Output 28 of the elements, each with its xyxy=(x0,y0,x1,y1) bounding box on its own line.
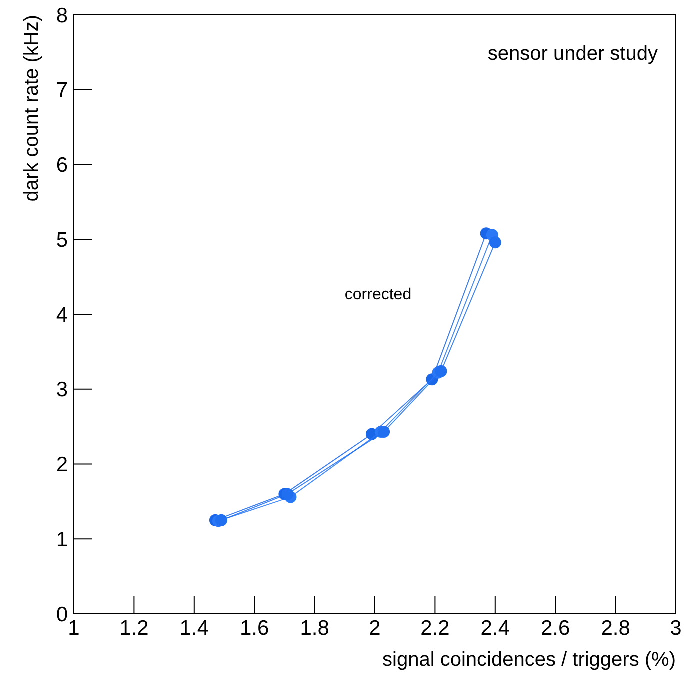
point xyxy=(435,365,448,378)
x-tick-label: 2.8 xyxy=(601,616,630,640)
point xyxy=(215,514,228,526)
y-tick-label: 4 xyxy=(56,304,68,327)
y-tick-label: 2 xyxy=(56,454,68,477)
x-tick-label: 1.2 xyxy=(120,616,149,640)
y-axis-title: dark count rate (kHz) xyxy=(21,15,43,202)
x-tick-label: 2 xyxy=(369,616,381,640)
x-tick-label: 1.8 xyxy=(300,616,330,640)
x-axis-title: signal coincidences / triggers (%) xyxy=(382,649,676,671)
x-tick-label: 3 xyxy=(670,616,682,640)
y-tick-label: 0 xyxy=(56,603,68,626)
point xyxy=(378,426,390,438)
x-tick-label: 1.4 xyxy=(180,616,210,640)
x-tick-label: 2.2 xyxy=(420,616,450,640)
y-tick-label: 7 xyxy=(56,79,68,102)
point xyxy=(282,488,294,500)
x-tick-label: 2.4 xyxy=(480,616,510,640)
annotation: sensor under study xyxy=(488,43,658,65)
y-tick-label: 6 xyxy=(56,154,68,178)
y-tick-label: 3 xyxy=(56,378,68,402)
y-tick-label: 8 xyxy=(56,4,68,28)
x-tick-label: 2.6 xyxy=(541,616,570,640)
point xyxy=(489,236,502,249)
y-tick-label: 1 xyxy=(56,528,68,552)
y-tick-label: 5 xyxy=(56,228,68,252)
annotation: corrected xyxy=(344,286,412,304)
x-tick-label: 1.6 xyxy=(240,616,270,640)
